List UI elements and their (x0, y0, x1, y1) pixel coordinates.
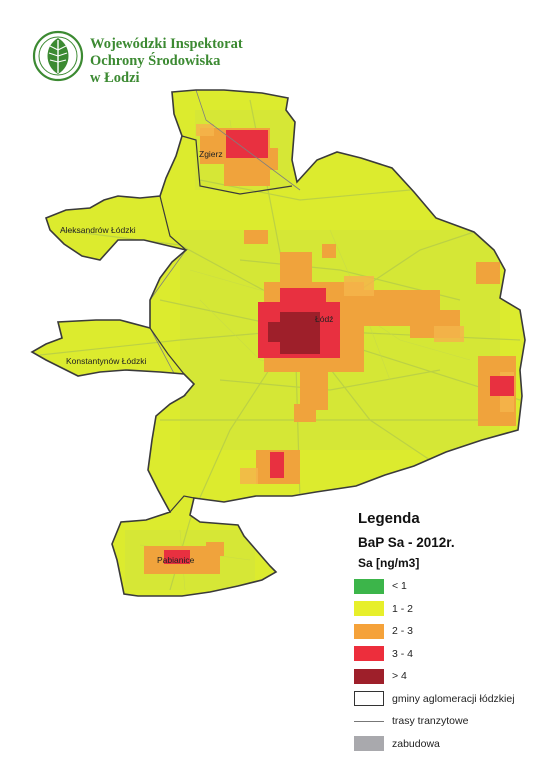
place-label-zgierz: Zgierz (199, 149, 223, 159)
legend-swatch-boundary (354, 691, 384, 707)
legend-item-builtup: zabudowa (352, 733, 544, 756)
org-name-line3: w Łodzi (90, 70, 140, 86)
legend-item-boundary: gminy aglomeracji łódzkiej (352, 688, 544, 711)
legend-item-lt1: < 1 (352, 575, 544, 598)
legend-swatch (354, 646, 384, 662)
legend-item-3-4: 3 - 4 (352, 643, 544, 666)
legend-label: > 4 (392, 670, 407, 683)
legend-swatch-road (354, 720, 384, 722)
legend-item-2-3: 2 - 3 (352, 620, 544, 643)
legend-item-roads: trasy tranzytowe (352, 710, 544, 733)
legend-swatch (354, 668, 384, 684)
legend-unit: Sa [ng/m3] (358, 556, 420, 570)
leaf-globe-logo (32, 30, 84, 82)
legend-subtitle: BaP Sa - 2012r. (358, 535, 455, 550)
legend-item-1-2: 1 - 2 (352, 598, 544, 621)
legend-swatch (354, 578, 384, 594)
legend-label: trasy tranzytowe (392, 715, 469, 728)
legend-title: Legenda (358, 510, 420, 527)
legend-label: 1 - 2 (392, 602, 414, 615)
place-label-pabianice: Pabianice (157, 555, 195, 565)
legend-label: 3 - 4 (392, 647, 414, 660)
legend-label: zabudowa (392, 737, 440, 750)
legend-swatch (354, 623, 384, 639)
legend-item-gt4: > 4 (352, 665, 544, 688)
organization-name: Wojewódzki Inspektorat Ochrony Środowisk… (90, 36, 243, 87)
legend-label: < 1 (392, 580, 407, 593)
legend-swatch (354, 601, 384, 617)
org-name-line2: Ochrony Środowiska (90, 53, 221, 69)
org-name-line1: Wojewódzki Inspektorat (90, 36, 243, 52)
legend-swatch-builtup (354, 736, 384, 752)
place-label-aleksandrow: Aleksandrów Łódzki (60, 225, 136, 235)
legend-label: 2 - 3 (392, 625, 414, 638)
place-label-lodz: Łódź (315, 314, 334, 324)
map-legend: Legenda BaP Sa - 2012r. Sa [ng/m3] < 1 1… (352, 510, 544, 755)
place-label-konstantynow: Konstantynów Łódzki (66, 356, 147, 366)
legend-label: gminy aglomeracji łódzkiej (392, 692, 515, 705)
